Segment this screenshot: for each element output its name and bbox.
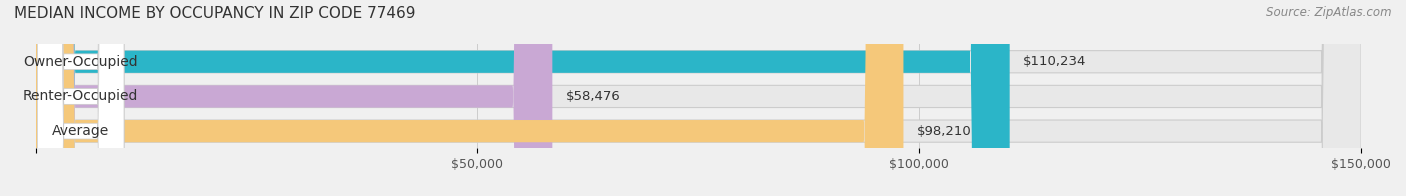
FancyBboxPatch shape	[35, 0, 553, 196]
Text: $58,476: $58,476	[565, 90, 620, 103]
Text: Average: Average	[52, 124, 110, 138]
FancyBboxPatch shape	[35, 0, 1361, 196]
Text: $110,234: $110,234	[1024, 55, 1087, 68]
FancyBboxPatch shape	[38, 0, 124, 196]
FancyBboxPatch shape	[35, 0, 1010, 196]
FancyBboxPatch shape	[38, 0, 124, 196]
FancyBboxPatch shape	[35, 0, 1361, 196]
Text: Source: ZipAtlas.com: Source: ZipAtlas.com	[1267, 6, 1392, 19]
Text: Renter-Occupied: Renter-Occupied	[22, 89, 138, 103]
FancyBboxPatch shape	[35, 0, 904, 196]
Text: Owner-Occupied: Owner-Occupied	[24, 55, 138, 69]
Text: $98,210: $98,210	[917, 125, 972, 138]
FancyBboxPatch shape	[35, 0, 1361, 196]
FancyBboxPatch shape	[38, 0, 124, 196]
Text: MEDIAN INCOME BY OCCUPANCY IN ZIP CODE 77469: MEDIAN INCOME BY OCCUPANCY IN ZIP CODE 7…	[14, 6, 416, 21]
